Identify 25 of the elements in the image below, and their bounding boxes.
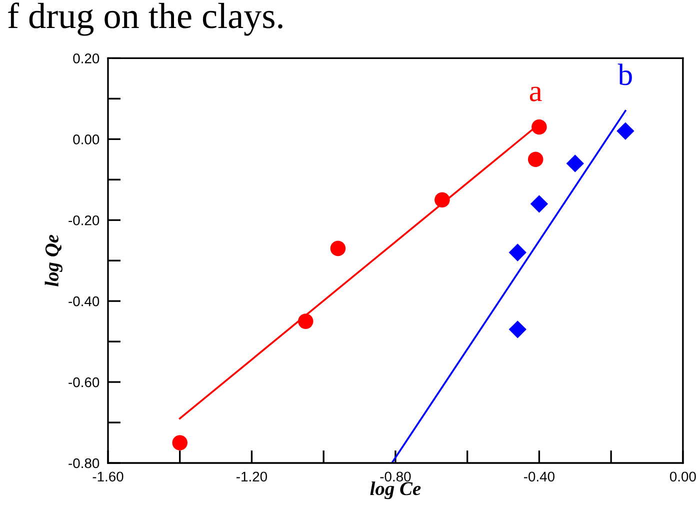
point — [532, 119, 547, 135]
point — [566, 154, 584, 172]
annotation: b — [618, 64, 632, 86]
x-tick-label: -1.20 — [236, 472, 268, 482]
y-tick-label: -0.20 — [68, 215, 100, 226]
y-tick-label: -0.40 — [68, 296, 100, 306]
y-axis-title: log Qe — [44, 234, 62, 286]
x-tick-label: -0.40 — [524, 472, 554, 482]
point — [508, 244, 526, 262]
y-tick-label: 0.20 — [73, 54, 100, 64]
text: f drug on the clays. — [8, 2, 282, 36]
y-tick-label: 0.00 — [73, 134, 100, 144]
point — [616, 122, 634, 140]
annotation: a — [530, 86, 542, 102]
x-tick-label: 0.00 — [670, 472, 696, 482]
y-tick-label: -0.60 — [68, 377, 100, 388]
x-axis-title: log Ce — [370, 481, 421, 500]
x-tick-label: -0.80 — [380, 472, 411, 482]
x-tick-label: -1.60 — [92, 472, 124, 482]
point — [530, 195, 548, 213]
y-tick-label: -0.80 — [68, 458, 100, 468]
point — [508, 320, 526, 338]
point — [330, 240, 346, 256]
point — [172, 435, 188, 450]
point — [528, 152, 544, 168]
